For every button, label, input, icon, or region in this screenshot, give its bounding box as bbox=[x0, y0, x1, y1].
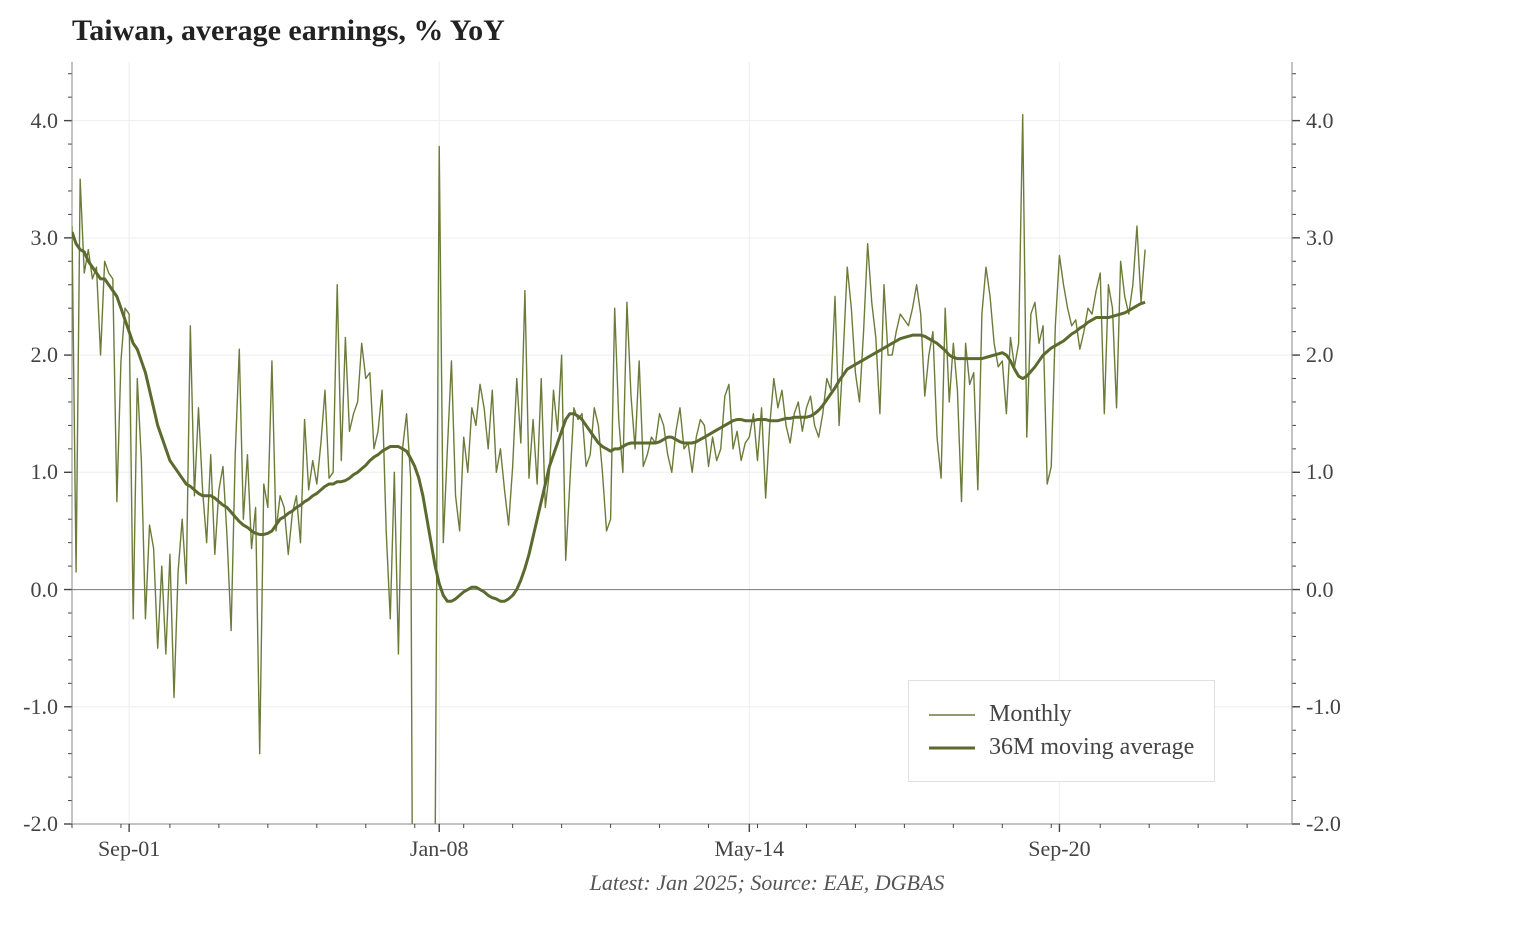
legend-item: 36M moving average bbox=[929, 734, 1194, 761]
axis-tick-label: Sep-20 bbox=[1028, 836, 1090, 862]
axis-tick-label: -2.0 bbox=[1306, 811, 1341, 837]
axis-tick-label: -1.0 bbox=[1306, 694, 1341, 720]
chart-caption: Latest: Jan 2025; Source: EAE, DGBAS bbox=[0, 870, 1534, 896]
axis-tick-label: 3.0 bbox=[1306, 225, 1334, 251]
axis-tick-label: -2.0 bbox=[23, 811, 58, 837]
axis-tick-label: 4.0 bbox=[31, 108, 59, 134]
axis-tick-label: 0.0 bbox=[31, 577, 59, 603]
axis-tick-label: -1.0 bbox=[23, 694, 58, 720]
axis-tick-label: 1.0 bbox=[31, 459, 59, 485]
axis-tick-label: 2.0 bbox=[31, 342, 59, 368]
chart-plot bbox=[0, 0, 1534, 930]
axis-tick-label: 0.0 bbox=[1306, 577, 1334, 603]
legend-swatch bbox=[929, 738, 975, 758]
legend-label: 36M moving average bbox=[989, 734, 1194, 761]
legend-label: Monthly bbox=[989, 701, 1072, 728]
chart-container: Taiwan, average earnings, % YoY -2.0-1.0… bbox=[0, 0, 1534, 930]
legend: Monthly 36M moving average bbox=[908, 680, 1215, 782]
axis-tick-label: 2.0 bbox=[1306, 342, 1334, 368]
legend-swatch bbox=[929, 705, 975, 725]
axis-tick-label: 3.0 bbox=[31, 225, 59, 251]
axis-tick-label: 4.0 bbox=[1306, 108, 1334, 134]
legend-item: Monthly bbox=[929, 701, 1194, 728]
axis-tick-label: May-14 bbox=[714, 836, 784, 862]
axis-tick-label: 1.0 bbox=[1306, 459, 1334, 485]
axis-tick-label: Jan-08 bbox=[410, 836, 469, 862]
axis-tick-label: Sep-01 bbox=[98, 836, 160, 862]
